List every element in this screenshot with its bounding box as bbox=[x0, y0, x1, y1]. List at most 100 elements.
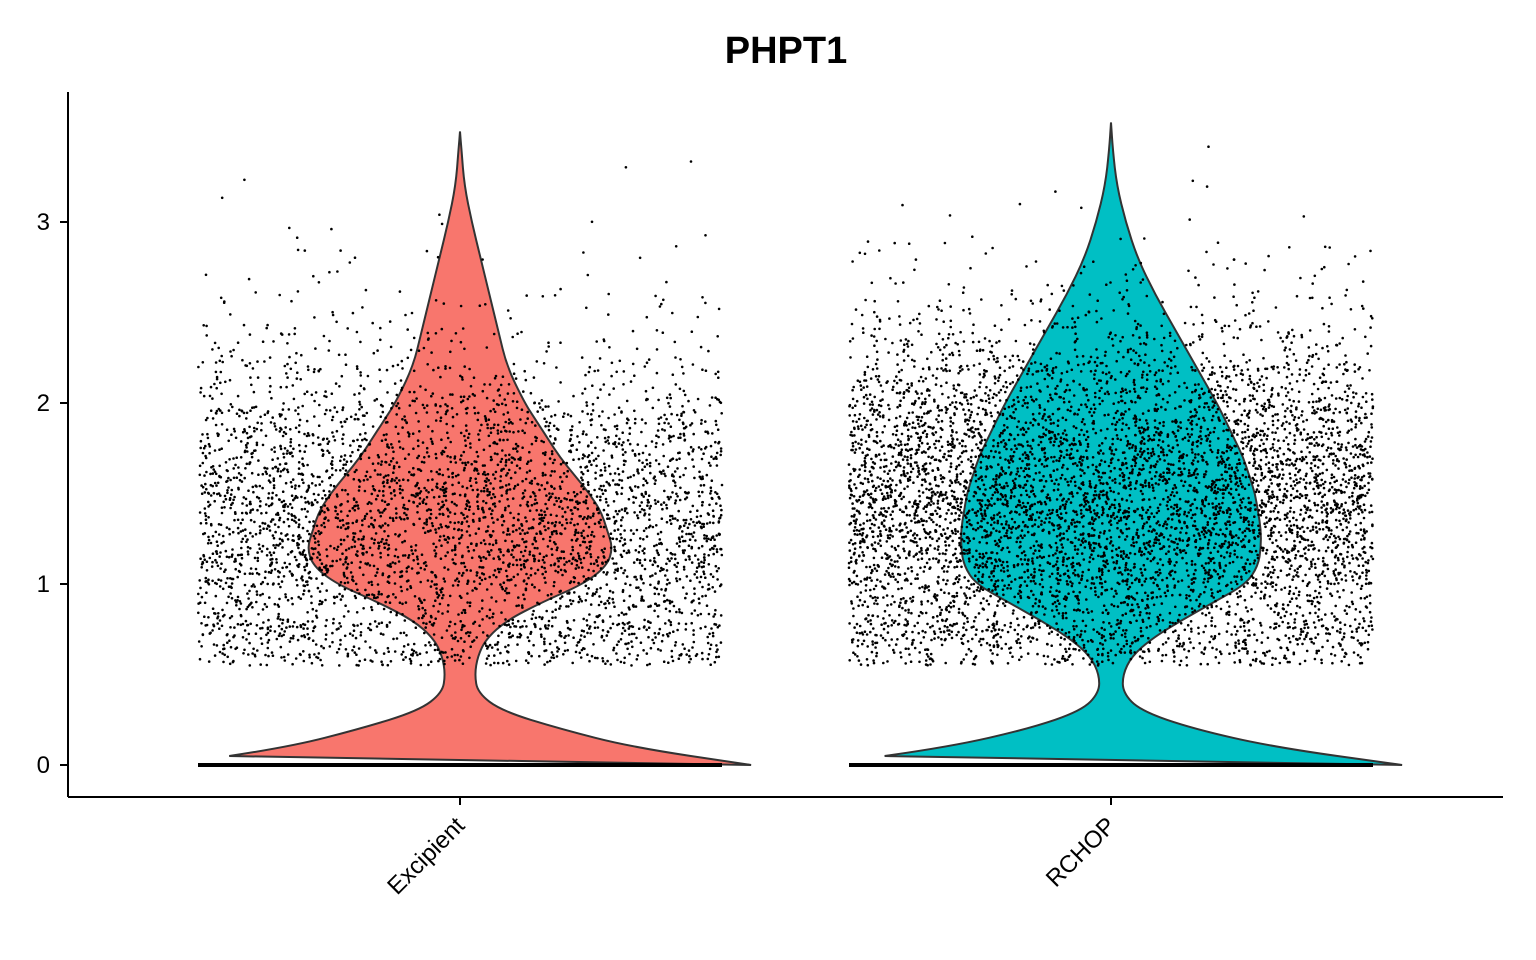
data-point bbox=[299, 597, 303, 600]
data-point bbox=[275, 637, 279, 641]
data-point bbox=[551, 461, 555, 465]
data-point bbox=[865, 489, 869, 492]
data-point bbox=[425, 564, 428, 567]
data-point bbox=[266, 631, 270, 635]
data-point bbox=[605, 500, 608, 504]
data-point bbox=[625, 399, 629, 403]
data-point bbox=[434, 403, 438, 406]
data-point bbox=[370, 516, 373, 520]
data-point bbox=[636, 654, 640, 657]
data-point bbox=[997, 628, 1001, 631]
data-point bbox=[565, 605, 568, 608]
data-point bbox=[541, 295, 545, 298]
data-point bbox=[519, 532, 522, 535]
data-point bbox=[630, 625, 633, 628]
data-point bbox=[388, 564, 391, 568]
data-point bbox=[657, 435, 660, 439]
data-point bbox=[624, 450, 627, 454]
data-point bbox=[1009, 587, 1012, 590]
data-point bbox=[346, 652, 350, 656]
data-point bbox=[525, 462, 529, 466]
data-point bbox=[617, 640, 620, 643]
data-point bbox=[620, 492, 623, 496]
data-point bbox=[323, 412, 327, 416]
data-point bbox=[363, 489, 367, 493]
data-point bbox=[266, 582, 270, 586]
data-point bbox=[359, 457, 363, 461]
data-point bbox=[484, 501, 488, 505]
data-point bbox=[665, 569, 669, 572]
data-point bbox=[406, 516, 409, 520]
data-point bbox=[471, 640, 474, 643]
data-point bbox=[246, 623, 249, 627]
data-point bbox=[489, 427, 493, 430]
data-point bbox=[267, 618, 270, 622]
data-point bbox=[719, 504, 722, 508]
data-point bbox=[1271, 474, 1274, 478]
data-point bbox=[319, 658, 322, 662]
data-point bbox=[689, 657, 692, 661]
data-point bbox=[1348, 561, 1351, 565]
data-point bbox=[444, 651, 447, 654]
data-point bbox=[1023, 451, 1027, 454]
data-point bbox=[682, 410, 685, 414]
data-point bbox=[682, 565, 686, 569]
data-point bbox=[423, 568, 427, 571]
data-point bbox=[680, 611, 684, 615]
data-point bbox=[213, 382, 216, 386]
data-point bbox=[527, 460, 530, 464]
data-point bbox=[965, 586, 969, 589]
data-point bbox=[339, 542, 343, 546]
data-point bbox=[453, 622, 457, 626]
data-point bbox=[501, 523, 504, 527]
data-point bbox=[715, 492, 719, 496]
data-point bbox=[711, 575, 715, 579]
data-point bbox=[219, 381, 222, 385]
data-point bbox=[1243, 565, 1246, 569]
data-point bbox=[266, 641, 270, 644]
data-point bbox=[260, 422, 263, 425]
data-point bbox=[289, 440, 293, 444]
data-point bbox=[675, 577, 678, 580]
data-point bbox=[1073, 480, 1077, 484]
data-point bbox=[466, 582, 469, 585]
data-point bbox=[502, 467, 505, 471]
data-point bbox=[428, 620, 432, 624]
data-point bbox=[857, 659, 861, 662]
data-point bbox=[334, 516, 338, 519]
data-point bbox=[525, 520, 528, 523]
data-point bbox=[379, 526, 383, 529]
data-point bbox=[441, 596, 444, 600]
data-point bbox=[693, 411, 697, 414]
data-point bbox=[296, 535, 300, 538]
data-point bbox=[412, 473, 415, 477]
data-point bbox=[265, 467, 269, 470]
data-point bbox=[592, 535, 596, 538]
data-point bbox=[1202, 604, 1206, 608]
data-point bbox=[642, 529, 646, 533]
data-point bbox=[538, 402, 541, 405]
data-point bbox=[576, 537, 579, 541]
data-point bbox=[429, 508, 433, 512]
data-point bbox=[282, 520, 286, 524]
data-point bbox=[498, 557, 501, 561]
data-point bbox=[460, 376, 464, 379]
data-point bbox=[200, 595, 204, 599]
data-point bbox=[1365, 577, 1368, 581]
data-point bbox=[1338, 519, 1341, 523]
data-point bbox=[214, 423, 218, 427]
data-point bbox=[418, 517, 421, 521]
data-point bbox=[339, 558, 342, 561]
data-point bbox=[314, 541, 317, 544]
data-point bbox=[520, 330, 523, 334]
data-point bbox=[200, 622, 203, 625]
data-point bbox=[516, 450, 519, 453]
data-point bbox=[425, 249, 429, 253]
data-point bbox=[386, 646, 390, 650]
data-point bbox=[913, 646, 917, 650]
data-point bbox=[577, 557, 581, 560]
data-point bbox=[260, 642, 264, 645]
data-point bbox=[616, 658, 619, 662]
data-point bbox=[286, 449, 289, 453]
data-point bbox=[269, 384, 272, 388]
